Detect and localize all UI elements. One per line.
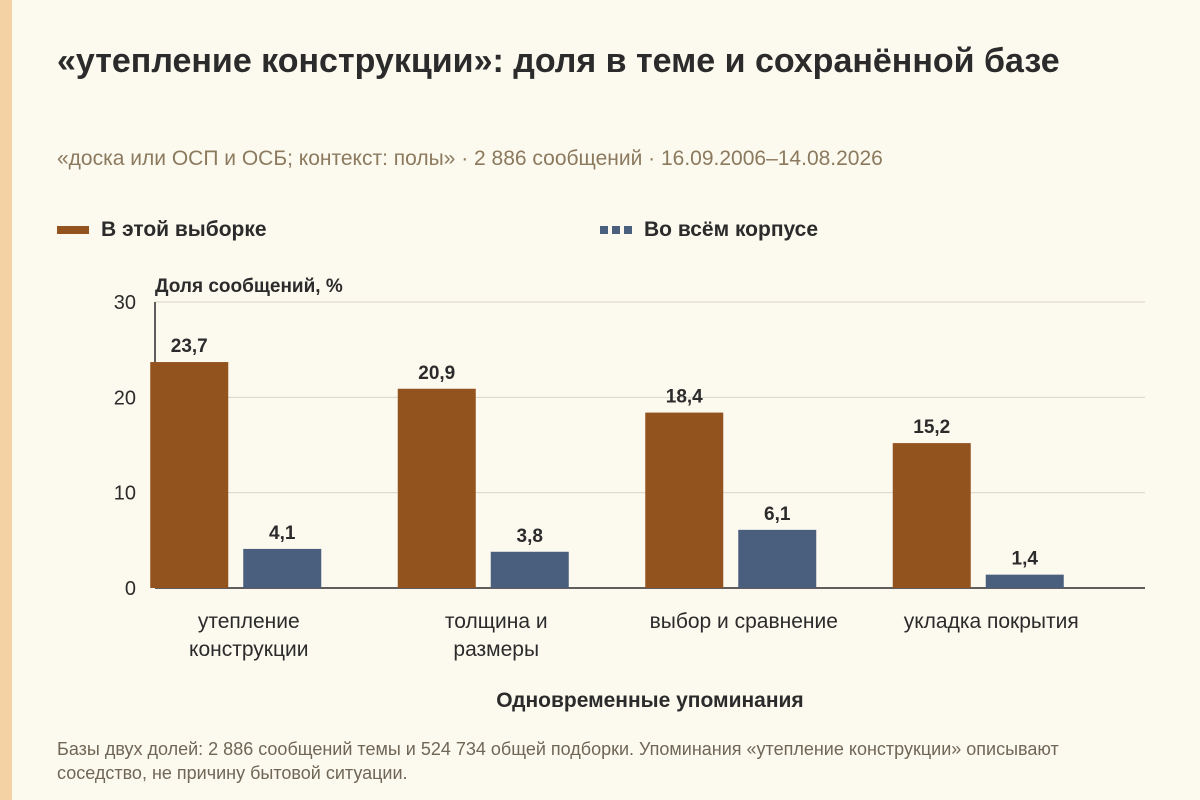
data-label: 1,4: [1012, 549, 1039, 570]
x-tick-label: утепление: [198, 610, 300, 633]
bar-corpus: [490, 551, 569, 588]
legend-swatch-sample: [57, 226, 89, 234]
bar-corpus: [243, 548, 322, 588]
bar-sample: [150, 362, 229, 588]
y-axis-title: Доля сообщений, %: [155, 276, 343, 297]
bar-sample: [892, 443, 971, 588]
x-tick-label: толщина и: [445, 610, 548, 633]
legend: В этой выборке Во всём корпусе: [57, 218, 957, 248]
data-label: 6,1: [764, 504, 791, 525]
bar-corpus: [985, 574, 1064, 588]
y-tick-label: 10: [114, 483, 136, 505]
data-label: 23,7: [171, 336, 208, 357]
x-tick-label: размеры: [453, 638, 539, 661]
accent-strip: [0, 0, 12, 800]
legend-item-sample: В этой выборке: [57, 218, 267, 242]
x-tick-label: укладка покрытия: [904, 610, 1079, 633]
legend-item-corpus: Во всём корпусе: [600, 218, 818, 242]
y-tick-label: 20: [114, 387, 136, 409]
legend-label-sample: В этой выборке: [101, 218, 267, 241]
bar-sample: [397, 388, 476, 588]
data-label: 3,8: [517, 526, 543, 547]
x-tick-label: конструкции: [189, 638, 308, 661]
x-tick-label: выбор и сравнение: [650, 610, 838, 633]
bar-corpus: [738, 529, 817, 588]
data-label: 4,1: [269, 523, 296, 544]
chart-title: «утепление конструкции»: доля в теме и с…: [57, 42, 1060, 80]
bar-sample: [645, 412, 724, 588]
y-tick-label: 0: [125, 578, 136, 600]
data-label: 15,2: [913, 417, 950, 438]
footnote: Базы двух долей: 2 886 сообщений темы и …: [57, 739, 1059, 783]
data-label: 18,4: [666, 387, 703, 408]
data-label: 20,9: [418, 363, 455, 384]
legend-label-corpus: Во всём корпусе: [644, 218, 819, 241]
legend-swatch-corpus: [600, 226, 632, 234]
x-axis-title: Одновременные упоминания: [496, 689, 803, 712]
y-tick-label: 30: [114, 292, 136, 314]
chart-subtitle: «доска или ОСП и ОСБ; контекст: полы» · …: [57, 147, 883, 170]
